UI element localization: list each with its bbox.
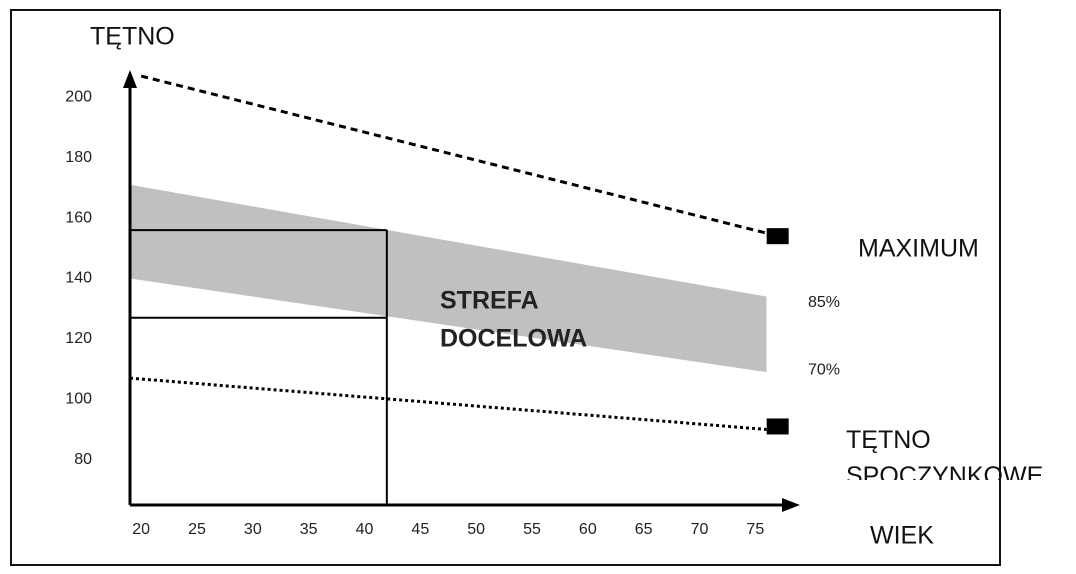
y-tick-label: 180 [65, 149, 92, 166]
x-tick-label: 40 [356, 521, 374, 538]
y-tick-label: 200 [65, 88, 92, 105]
x-tick-label: 25 [188, 521, 206, 538]
series-marker [766, 228, 789, 245]
x-tick-label: 50 [467, 521, 485, 538]
x-tick-label: 35 [300, 521, 318, 538]
series-marker [766, 418, 789, 435]
x-tick-label: 30 [244, 521, 262, 538]
y-tick-label: 160 [65, 209, 92, 226]
x-tick-label: 75 [746, 521, 764, 538]
frame [10, 9, 1001, 566]
zone-label: STREFA [440, 287, 539, 315]
series-label: MAXIMUM [858, 235, 979, 263]
series-label: TĘTNO SPOCZYNKOWE [846, 426, 1044, 480]
x-axis-label: WIEK [870, 522, 934, 550]
x-tick-label: 55 [523, 521, 541, 538]
band-label: 85% [808, 294, 840, 311]
x-tick-label: 20 [132, 521, 150, 538]
series-line [129, 376, 767, 431]
y-tick-label: 100 [65, 390, 92, 407]
zone-label: DOCELOWA [440, 325, 587, 353]
x-axis-arrow [782, 498, 800, 512]
band-label: 70% [808, 361, 840, 378]
y-tick-label: 80 [74, 451, 92, 468]
y-axis-arrow [123, 70, 137, 88]
x-tick-label: 45 [411, 521, 429, 538]
x-tick-label: 70 [691, 521, 709, 538]
target-band [130, 184, 767, 373]
x-tick-label: 65 [635, 521, 653, 538]
y-axis-label: TĘTNO [90, 23, 175, 51]
y-tick-label: 140 [65, 270, 92, 287]
y-tick-label: 120 [65, 330, 92, 347]
x-tick-label: 60 [579, 521, 597, 538]
